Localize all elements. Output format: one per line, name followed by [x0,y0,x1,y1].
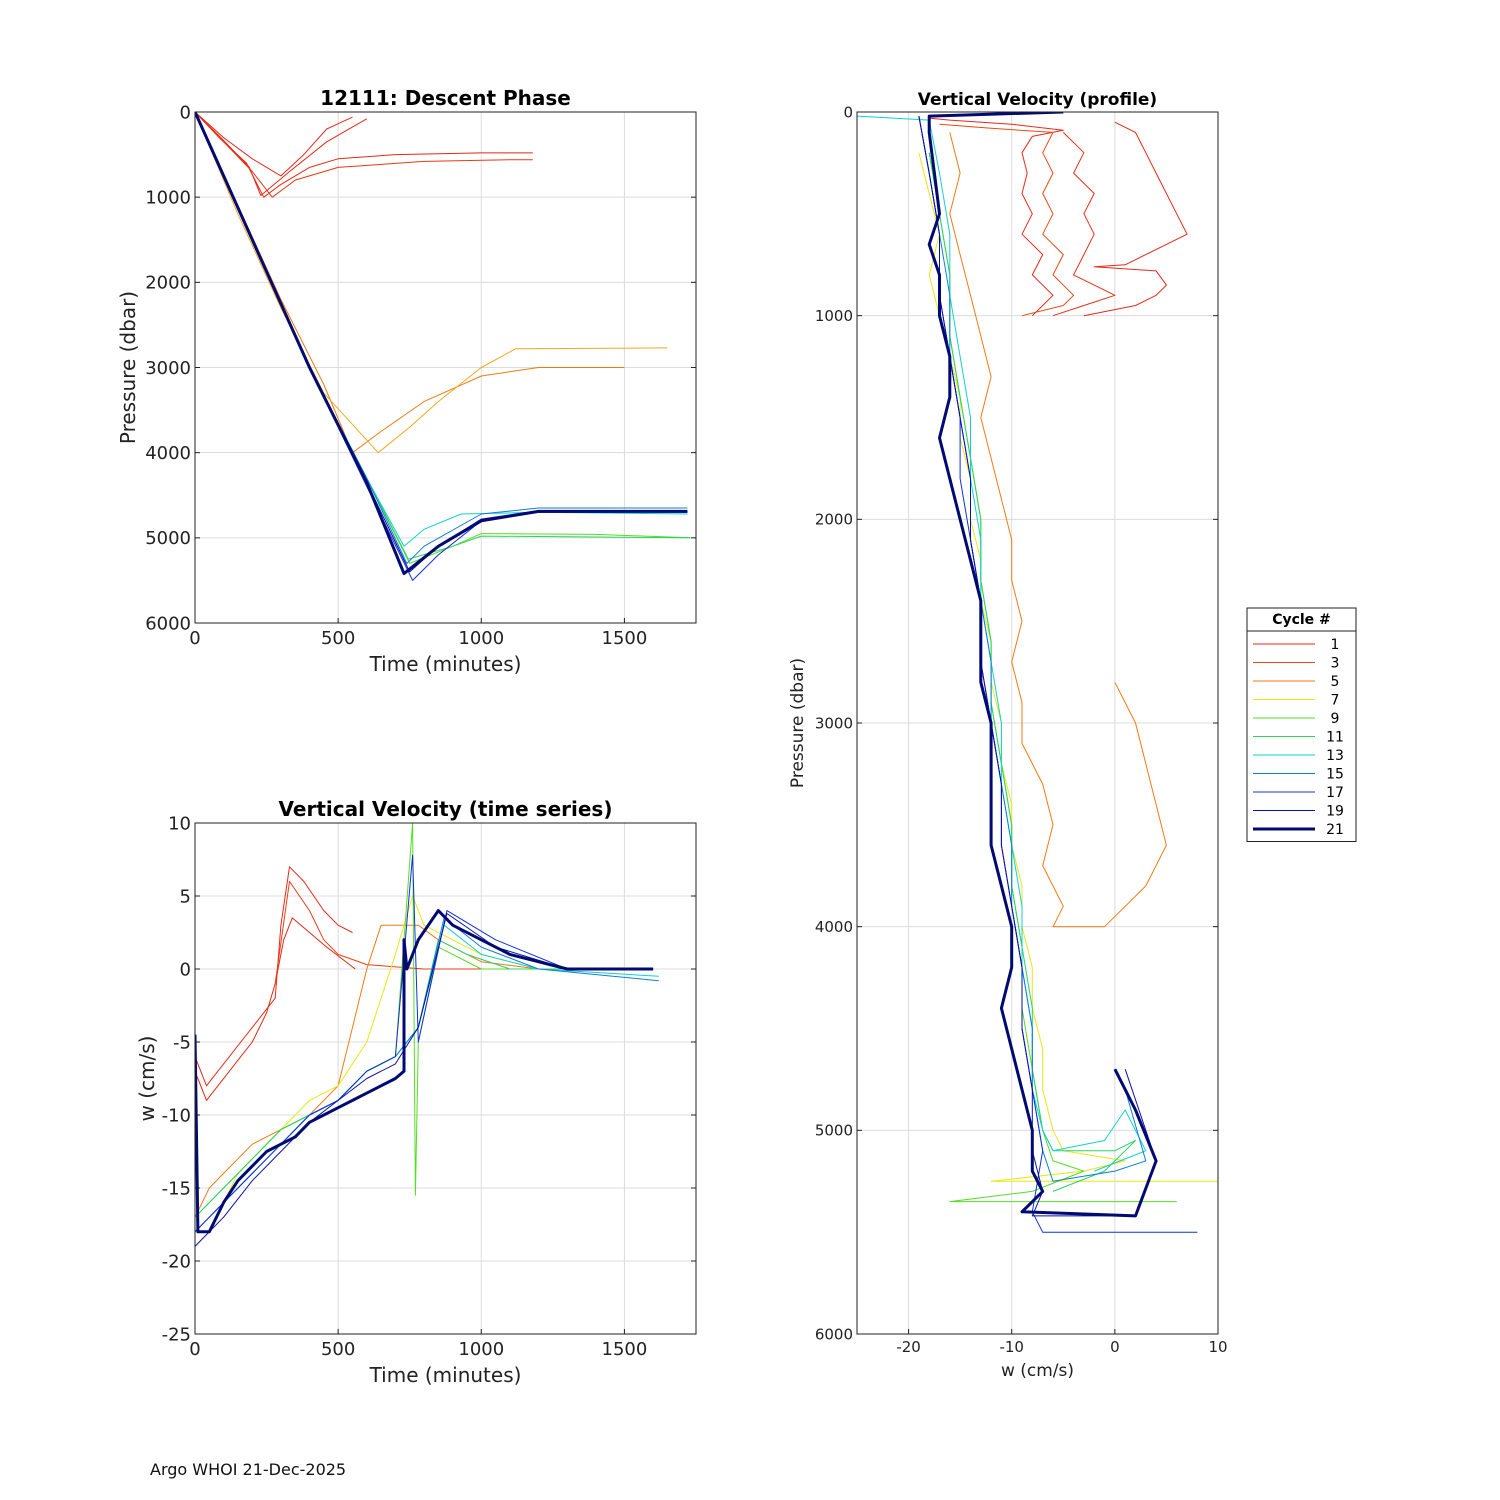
velocity-timeseries-chart: 0 500 1000 1500 10 5 0 -5 -10 -15 -20 -25 Vertical V… [135,797,697,1387]
profile-series-19 [918,116,1157,1217]
timeseries-x-tick-label: 1500 [602,1339,648,1360]
profile-y-tick-label: 6000 [815,1325,853,1343]
profile-series-21 [927,112,1158,1218]
descent-series-group [195,112,691,581]
profile-series-3b [1052,132,1116,317]
timeseries-y-tick-label: 5 [180,886,191,907]
timeseries-y-tick-label: -20 [162,1251,191,1272]
profile-series-11 [928,152,1136,1192]
descent-x-tick-label: 1000 [458,628,504,649]
profile-x-tick-label: 10 [1208,1338,1227,1356]
descent-ylabel: Pressure (dbar) [116,291,140,444]
descent-x-tick-label: 1500 [602,628,648,649]
descent-y-tick-label: 1000 [145,187,191,208]
timeseries-series-3b [274,880,533,984]
profile-y-tick-label: 3000 [815,714,853,732]
descent-series-6 [195,112,668,454]
timeseries-series-21 [195,909,654,1234]
legend-title: Cycle # [1272,612,1331,628]
descent-xlabel: Time (minutes) [369,652,522,676]
timeseries-ylabel: w (cm/s) [135,1036,159,1122]
timeseries-series-3 [195,917,356,1101]
profile-x-tick-label: -10 [999,1338,1024,1356]
descent-axes-frame [194,111,697,624]
profile-xlabel: w (cm/s) [1001,1361,1074,1381]
descent-y-tick-label: 3000 [145,358,191,379]
profile-series-13 [857,115,1147,1172]
footer-credit: Argo WHOI 21-Dec-2025 [150,1460,347,1479]
descent-title: 12111: Descent Phase [320,86,571,110]
timeseries-y-tick-label: -15 [162,1178,191,1199]
timeseries-x-tick-label: 0 [189,1339,200,1360]
timeseries-y-tick-label: -5 [173,1032,191,1053]
descent-x-tick-label: 500 [321,628,355,649]
profile-series-group [857,112,1218,1233]
descent-y-tick-label: 0 [180,102,191,123]
descent-x-tick-label: 0 [189,628,200,649]
legend-label-15: 15 [1326,767,1344,783]
descent-y-tick-label: 4000 [145,443,191,464]
profile-series-1b [1083,121,1188,317]
profile-axes-frame [856,111,1219,1335]
timeseries-series-1 [195,866,353,1087]
legend-label-11: 11 [1326,730,1344,746]
legend-label-3: 3 [1331,656,1340,672]
profile-series-5 [949,132,1167,928]
timeseries-x-tick-label: 500 [321,1339,355,1360]
profile-title: Vertical Velocity (profile) [918,90,1157,110]
profile-series-3 [939,123,1075,317]
legend-label-13: 13 [1326,748,1344,764]
legend-label-7: 7 [1331,693,1340,709]
descent-series-1 [195,112,353,177]
timeseries-y-tick-label: 10 [168,813,191,834]
timeseries-series-group [195,823,659,1247]
descent-series-21 [195,112,688,576]
timeseries-y-tick-label: -10 [162,1105,191,1126]
legend-label-9: 9 [1331,711,1340,727]
timeseries-y-tick-label: -25 [162,1324,191,1345]
descent-series-3b [195,112,368,196]
legend-label-1: 1 [1331,637,1340,653]
profile-x-tick-label: -20 [896,1338,921,1356]
timeseries-axes-frame [194,822,697,1335]
legend-label-17: 17 [1326,785,1344,801]
timeseries-x-tick-label: 1000 [458,1339,504,1360]
legend-label-19: 19 [1326,804,1344,820]
profile-y-tick-label: 1000 [815,307,853,325]
timeseries-series-17 [195,854,654,1233]
timeseries-xlabel: Time (minutes) [369,1363,522,1387]
profile-y-tick-label: 5000 [815,1122,853,1140]
profile-ylabel: Pressure (dbar) [788,658,808,788]
descent-y-tick-label: 6000 [145,613,191,634]
legend-box [1246,607,1357,842]
velocity-profile-chart: -20 -10 0 10 0 1000 2000 3000 4000 5000 6000 Vertic… [788,90,1228,1381]
profile-series-1 [929,117,1064,317]
descent-phase-chart: 0 500 1000 1500 0 1000 2000 3000 4000 5000 6000 121… [116,86,697,676]
profile-x-tick-label: 0 [1110,1338,1120,1356]
legend-label-21: 21 [1326,822,1344,838]
timeseries-y-tick-label: 0 [180,959,191,980]
descent-series-3 [195,112,533,198]
timeseries-plot-area [195,823,696,1334]
profile-y-tick-label: 4000 [815,918,853,936]
profile-y-tick-label: 2000 [815,511,853,529]
timeseries-title: Vertical Velocity (time series) [279,797,613,821]
legend-label-5: 5 [1331,674,1340,690]
descent-y-tick-label: 5000 [145,528,191,549]
descent-y-tick-label: 2000 [145,273,191,294]
profile-y-tick-label: 0 [843,103,853,121]
timeseries-series-7 [195,895,625,1233]
